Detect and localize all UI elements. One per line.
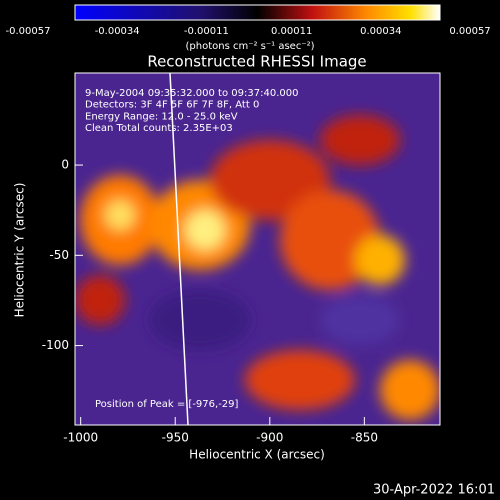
x-tick-label: -850 (351, 431, 378, 445)
x-axis-label: Heliocentric X (arcsec) (189, 448, 325, 462)
y-axis-label: Heliocentric Y (arcsec) (13, 183, 27, 318)
colorbar-tick-label: -0.00057 (6, 26, 51, 37)
annotation: Energy Range: 12.0 - 25.0 keV (85, 111, 238, 122)
y-tick-label: -100 (42, 338, 69, 352)
colorbar-label: (photons cm⁻² s⁻¹ asec⁻²) (185, 41, 314, 52)
colorbar-tick-label: 0.00057 (449, 26, 490, 37)
colorbar-tick-label: 0.00034 (360, 26, 401, 37)
x-tick-label: -950 (162, 431, 189, 445)
annotation: Clean Total counts: 2.35E+03 (85, 123, 233, 134)
colorbar-tick-label: -0.00034 (95, 26, 140, 37)
y-tick-label: -50 (49, 248, 69, 262)
timestamp: 30-Apr-2022 16:01 (373, 483, 495, 498)
y-tick-label: 0 (61, 158, 69, 172)
colorbar-tick-label: 0.00011 (271, 26, 312, 37)
colorbar (74, 4, 441, 21)
image (75, 73, 440, 425)
peak-label: Position of Peak = [-976,-29] (95, 399, 239, 410)
plot-frame (74, 72, 441, 426)
annotation: Detectors: 3F 4F 5F 6F 7F 8F, Att 0 (85, 100, 259, 111)
x-tick-label: -900 (256, 431, 283, 445)
chart-title: Reconstructed RHESSI Image (147, 53, 366, 71)
annotation: 9-May-2004 09:35:32.000 to 09:37:40.000 (85, 88, 298, 99)
x-tick-label: -1000 (63, 431, 98, 445)
colorbar-tick-label: -0.00011 (184, 26, 229, 37)
